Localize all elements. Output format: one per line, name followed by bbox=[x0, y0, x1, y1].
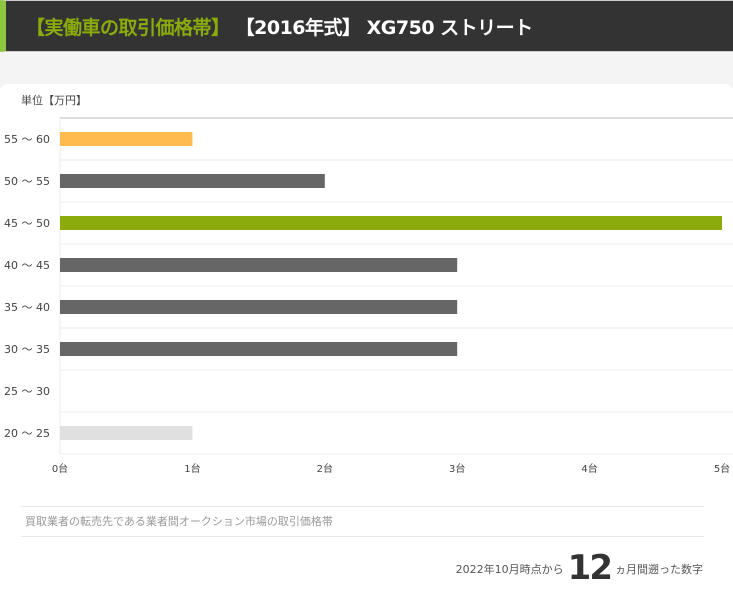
x-tick-label: 4台 bbox=[581, 462, 597, 475]
bar bbox=[60, 300, 458, 314]
y-tick-label: 35 ～ 40 bbox=[4, 301, 50, 314]
bar bbox=[60, 426, 193, 440]
chart-note: 買取業者の転売先である業者間オークション市場の取引価格帯 bbox=[21, 506, 704, 537]
period-text: 2022年10月時点から 12 ヵ月間遡った数字 bbox=[456, 548, 703, 588]
x-tick-label: 3台 bbox=[449, 462, 465, 475]
price-range-chart: 55 ～ 60 50 ～ 55 45 ～ 50 40 ～ 45 35 ～ 40 30 ～ … bbox=[4, 117, 733, 475]
x-tick-label: 5台 bbox=[714, 462, 730, 475]
bar bbox=[60, 174, 325, 188]
bar bbox=[60, 132, 193, 146]
x-tick-label: 1台 bbox=[184, 462, 200, 475]
y-tick-label: 45 ～ 50 bbox=[4, 217, 50, 230]
y-tick-label: 30 ～ 35 bbox=[4, 343, 50, 356]
x-tick-label: 2台 bbox=[317, 462, 333, 475]
y-tick-label: 40 ～ 45 bbox=[4, 259, 50, 272]
y-tick-label: 55 ～ 60 bbox=[4, 133, 50, 146]
header-title: 【2016年式】 XG750 ストリート bbox=[235, 17, 534, 39]
spacer bbox=[0, 52, 733, 88]
bar bbox=[60, 342, 458, 356]
x-tick-label: 0台 bbox=[52, 462, 68, 475]
period-months: 12 bbox=[567, 548, 613, 588]
bar bbox=[60, 216, 722, 230]
header-label: 【実働車の取引価格帯】 bbox=[26, 17, 230, 39]
bar bbox=[60, 258, 458, 272]
period-suffix: ヵ月間遡った数字 bbox=[615, 563, 703, 576]
y-tick-label: 25 ～ 30 bbox=[4, 385, 50, 398]
period-prefix: 2022年10月時点から bbox=[455, 563, 564, 576]
y-tick-label: 20 ～ 25 bbox=[4, 427, 50, 440]
chart-card bbox=[0, 84, 733, 594]
unit-label: 単位【万円】 bbox=[21, 94, 87, 107]
y-tick-label: 50 ～ 55 bbox=[4, 175, 50, 188]
page-header: 【実働車の取引価格帯】 【2016年式】 XG750 ストリート bbox=[0, 0, 733, 52]
